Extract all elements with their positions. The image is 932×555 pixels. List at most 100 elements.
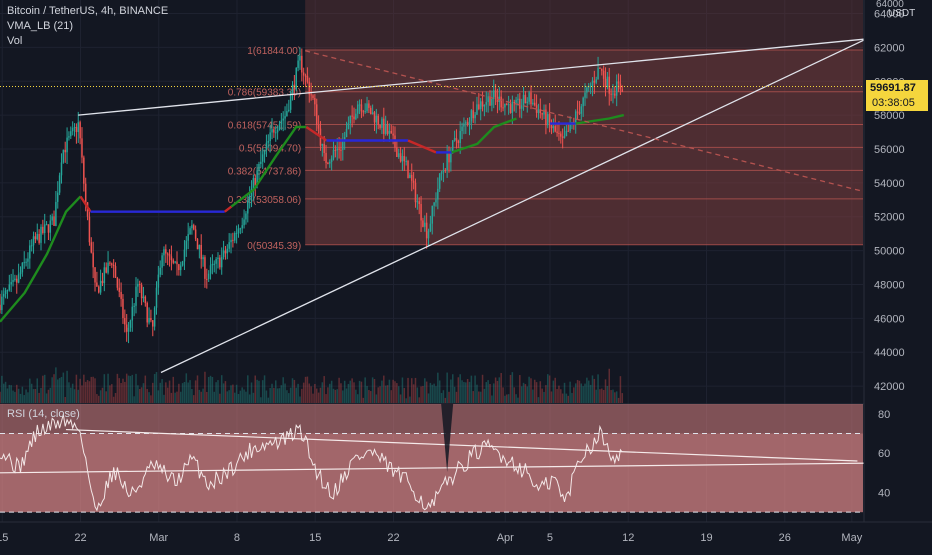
volume-bar — [112, 396, 115, 403]
volume-bar — [347, 383, 350, 403]
volume-bar — [561, 393, 564, 403]
candle-body — [47, 224, 50, 233]
volume-bar — [222, 383, 225, 403]
candle-body — [461, 126, 463, 131]
candle-body — [543, 109, 545, 115]
candle-body — [181, 261, 184, 266]
volume-bar — [32, 389, 35, 403]
fib-level-label: 0.618(57451.59) — [228, 120, 301, 131]
candle-body — [485, 102, 488, 105]
volume-bar — [21, 386, 24, 403]
volume-bar — [601, 388, 603, 403]
volume-bar — [325, 394, 327, 403]
volume-bar — [84, 381, 87, 403]
volume-bar — [621, 393, 624, 403]
volume-bar — [310, 386, 312, 403]
volume-bar — [111, 384, 113, 403]
volume-bar — [144, 375, 147, 403]
candle-body — [109, 262, 111, 264]
volume-bar — [599, 389, 601, 403]
volume-bar — [578, 380, 581, 403]
volume-bar — [304, 376, 307, 403]
rsi-indicator-label[interactable]: RSI (14, close) — [7, 408, 80, 420]
volume-bar — [282, 377, 284, 403]
volume-bar — [265, 390, 268, 403]
bar-countdown: 03:38:05 — [866, 96, 928, 111]
candle-body — [375, 115, 378, 123]
volume-bar — [312, 393, 314, 403]
volume-bar — [120, 382, 122, 403]
candle-body — [329, 161, 331, 164]
volume-bar — [191, 388, 193, 403]
volume-bar — [418, 397, 420, 403]
candle-body — [299, 55, 301, 61]
candle-body — [288, 109, 290, 112]
volume-bar — [593, 378, 596, 403]
volume-bar — [414, 377, 417, 403]
volume-bar — [442, 390, 445, 403]
candle-body — [118, 287, 120, 292]
price-tick-label: 52000 — [874, 212, 905, 224]
fib-level-label: 1(61844.00) — [247, 46, 301, 57]
volume-bar — [336, 389, 338, 403]
volume-bar — [38, 392, 40, 403]
volume-bar — [62, 372, 65, 403]
volume-indicator-label[interactable]: Vol — [7, 35, 23, 47]
volume-bar — [239, 390, 242, 403]
candle-body — [334, 149, 337, 151]
candle-body — [107, 262, 109, 273]
volume-bar — [569, 381, 571, 403]
volume-bar — [424, 378, 426, 403]
volume-bar — [492, 383, 495, 403]
candle-body — [58, 175, 61, 193]
vma-indicator-label[interactable]: VMA_LB (21) — [7, 20, 74, 32]
candle-body — [520, 105, 523, 109]
candle-body — [515, 99, 517, 103]
candle-body — [8, 284, 11, 291]
wedge-trendline — [160, 38, 867, 374]
candle-body — [196, 238, 199, 250]
candle-body — [191, 225, 193, 229]
volume-bar — [16, 384, 18, 403]
volume-bar — [178, 383, 180, 403]
candle-body — [140, 284, 143, 299]
volume-bar — [159, 382, 161, 403]
candle-body — [397, 153, 400, 157]
price-tick-label: 42000 — [874, 381, 905, 393]
candle-body — [166, 253, 169, 255]
volume-bar — [407, 377, 409, 403]
candle-body — [267, 140, 270, 143]
candle-body — [79, 122, 81, 139]
volume-bar — [401, 377, 404, 403]
candle-body — [599, 67, 601, 69]
volume-bar — [267, 397, 270, 403]
volume-bar — [68, 382, 70, 403]
volume-bar — [580, 383, 583, 403]
candle-body — [40, 226, 42, 243]
candle-body — [424, 222, 426, 227]
vma-line-segment — [407, 139, 437, 154]
volume-bar — [353, 382, 355, 403]
volume-bar — [338, 377, 340, 403]
volume-bar — [409, 396, 411, 403]
symbol-title[interactable]: Bitcoin / TetherUS, 4h, BINANCE — [7, 5, 169, 17]
chart-legend: Bitcoin / TetherUS, 4h, BINANCE VMA_LB (… — [7, 4, 168, 49]
volume-bar — [116, 373, 119, 403]
volume-bar — [327, 387, 329, 403]
candle-body — [315, 104, 318, 126]
volume-bar — [215, 382, 217, 403]
candle-body — [416, 201, 419, 203]
volume-bar — [92, 376, 94, 403]
volume-bar — [465, 382, 467, 403]
current-price-tag: 59691.87 — [866, 80, 928, 96]
candle-body — [120, 291, 122, 299]
volume-bar — [40, 387, 42, 403]
vma-line-segment — [79, 195, 92, 213]
candle-body — [403, 156, 406, 162]
candle-body — [25, 261, 27, 263]
volume-bar — [10, 385, 12, 403]
volume-bar — [4, 381, 7, 403]
candle-body — [407, 161, 409, 179]
